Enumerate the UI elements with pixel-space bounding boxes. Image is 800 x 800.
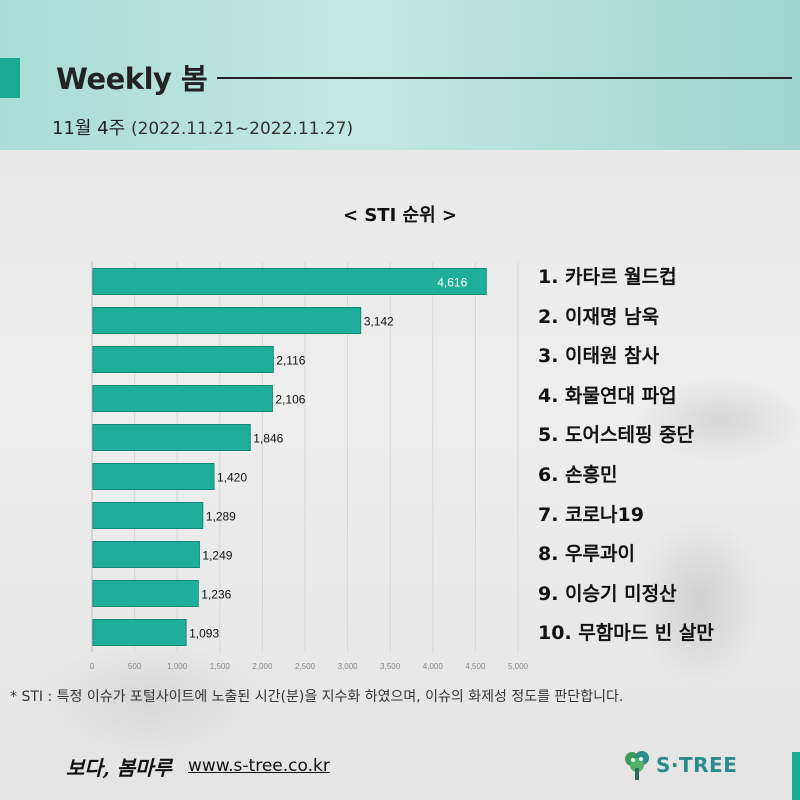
bar [92, 346, 274, 373]
x-tick-label: 2,000 [252, 662, 273, 671]
logo-text: S·TREE [656, 753, 738, 777]
rank-item: 3. 이태원 참사 [538, 345, 660, 368]
bar-value-label: 1,846 [253, 432, 283, 446]
bar [92, 502, 204, 529]
bar-value-label: 1,289 [206, 510, 236, 524]
chart-title: < STI 순위 > [342, 205, 458, 226]
x-tick-label: 500 [128, 662, 142, 671]
rank-item: 6. 손흥민 [538, 464, 618, 486]
bar-value-label: 2,106 [275, 393, 305, 407]
tree-icon [625, 751, 649, 780]
x-tick-label: 2,500 [295, 662, 316, 671]
bar-value-label: 4,616 [437, 276, 467, 290]
rank-item: 8. 우루과이 [538, 543, 635, 566]
x-tick-label: 1,500 [210, 662, 231, 671]
x-tick-label: 5,000 [508, 662, 529, 671]
rank-item: 9. 이승기 미정산 [538, 582, 677, 605]
rank-item: 2. 이재명 남욱 [538, 305, 660, 328]
bar [92, 424, 251, 451]
footnote: * STI : 특정 이슈가 포털사이트에 노출된 시간(분)을 지수화 하였으… [10, 689, 624, 705]
website-link[interactable]: www.s-tree.co.kr [188, 756, 330, 776]
date-range: (2022.11.21~2022.11.27) [130, 119, 354, 139]
x-tick-label: 1,000 [167, 662, 188, 671]
bar [92, 307, 362, 334]
rank-item: 7. 코로나19 [538, 503, 644, 526]
brand-signature: 보다, 봄마루 [66, 756, 172, 780]
rank-item: 1. 카타르 월드컵 [538, 266, 677, 288]
bar [92, 541, 200, 568]
rank-item: 5. 도어스테핑 중단 [538, 424, 695, 447]
x-tick-label: 3,000 [338, 662, 359, 671]
header-band [0, 0, 800, 150]
week-label: 11월 4주 (2022.11.21~2022.11.27) [52, 114, 353, 140]
bar [92, 580, 199, 607]
page-title: Weekly 봄 [56, 62, 208, 96]
accent-bar-left [0, 58, 20, 98]
bar [92, 463, 215, 490]
bar [92, 385, 273, 412]
bar-value-label: 2,116 [276, 354, 305, 368]
stree-logo: S·TREE [622, 748, 742, 782]
x-tick-label: 4,500 [465, 662, 486, 671]
bar-value-label: 1,093 [189, 627, 219, 641]
x-tick-label: 3,500 [380, 662, 401, 671]
accent-bar-right [792, 752, 800, 800]
bar [92, 619, 187, 646]
bar-value-label: 1,249 [202, 549, 232, 563]
title-rule [217, 77, 792, 79]
bar-value-label: 1,420 [217, 471, 247, 485]
bar-value-label: 1,236 [201, 588, 231, 602]
rank-item: 10. 무함마드 빈 살만 [538, 622, 714, 645]
rank-item: 4. 화물연대 파업 [538, 384, 677, 407]
x-tick-label: 4,000 [423, 662, 444, 671]
x-tick-label: 0 [90, 662, 95, 671]
week-text: 11월 4주 [52, 118, 126, 139]
bar [92, 268, 487, 295]
bar-value-label: 3,142 [364, 315, 394, 329]
